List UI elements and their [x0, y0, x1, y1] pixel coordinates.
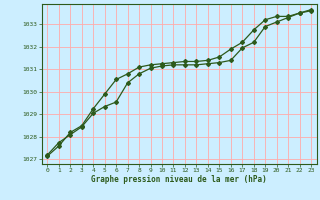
X-axis label: Graphe pression niveau de la mer (hPa): Graphe pression niveau de la mer (hPa) [91, 175, 267, 184]
